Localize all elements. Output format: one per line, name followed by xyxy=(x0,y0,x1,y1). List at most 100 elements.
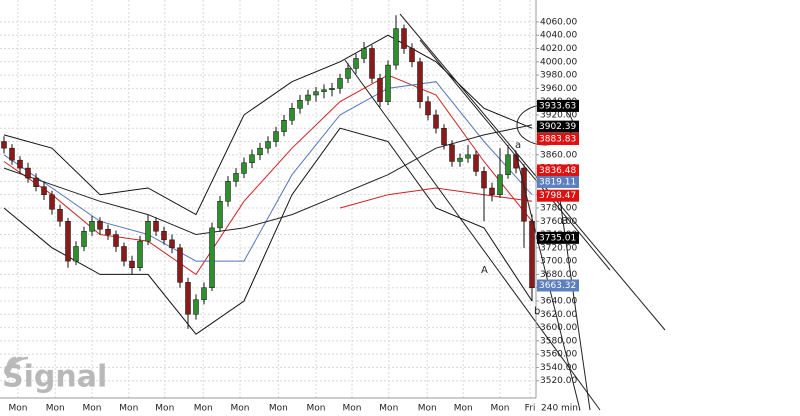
interval-label: 240 min. xyxy=(541,404,581,414)
price-label: 3663.32 xyxy=(539,281,576,291)
candle-body xyxy=(497,174,503,195)
candle-body xyxy=(217,201,223,229)
watermark: Signal xyxy=(2,360,107,395)
axis: 3520.00 3540.00 3560.00 3580.00 3600.00 3620.… xyxy=(9,17,579,414)
candle-body xyxy=(241,162,247,174)
candle-body xyxy=(481,171,487,189)
y-tick-label: 3640.00 xyxy=(540,296,577,306)
x-tick-label: Mon xyxy=(418,404,437,414)
candle-body xyxy=(145,221,151,242)
x-tick-label: Mon xyxy=(231,404,250,414)
candle-body xyxy=(377,78,383,102)
x-tick-label: Fri xyxy=(525,404,536,414)
price-box xyxy=(537,132,579,145)
y-tick-label: 4040.00 xyxy=(540,31,577,41)
candle-body xyxy=(449,144,455,162)
candle-body xyxy=(337,78,343,89)
candle-body xyxy=(49,194,55,210)
candle-body xyxy=(417,61,423,102)
candle-body xyxy=(233,173,239,182)
x-tick-label: Mon xyxy=(307,404,326,414)
candle-body xyxy=(57,209,63,222)
candle-body xyxy=(465,154,471,159)
y-tick-label: 3700.00 xyxy=(540,257,577,267)
price-box xyxy=(537,99,579,112)
y-tick-label: 3920.00 xyxy=(540,110,577,120)
candle-body xyxy=(473,154,479,172)
trend-line xyxy=(419,39,611,271)
candle-body xyxy=(361,48,367,59)
y-tick-label: 4000.00 xyxy=(540,57,577,67)
price-label: 3735.01 xyxy=(539,233,576,243)
candle-body xyxy=(265,141,271,149)
y-tick-label: 3580.00 xyxy=(540,336,577,346)
candle-body xyxy=(65,221,71,262)
x-tick-label: Mon xyxy=(83,404,102,414)
x-tick-label: Mon xyxy=(454,404,473,414)
candle-body xyxy=(321,89,327,92)
candle-body xyxy=(137,240,143,269)
candle-body xyxy=(81,230,87,247)
y-tick-label: 3720.00 xyxy=(540,243,577,253)
candle-body xyxy=(161,230,167,241)
x-tick-label: Mon xyxy=(269,404,288,414)
x-tick-label: Mon xyxy=(194,404,213,414)
logo-icon xyxy=(6,356,29,379)
price-box xyxy=(537,164,579,177)
x-tick-label: Mon xyxy=(9,404,28,414)
candle-body xyxy=(113,234,119,247)
candle-body xyxy=(401,28,407,49)
candle-body xyxy=(129,260,135,269)
candle-body xyxy=(345,68,351,79)
candle-body xyxy=(41,186,47,195)
x-tick-label: Mon xyxy=(119,404,138,414)
candle-body xyxy=(33,177,39,187)
candle-body xyxy=(425,101,431,116)
candle-body xyxy=(185,282,191,315)
price-box xyxy=(537,120,579,133)
candle-body xyxy=(369,48,375,79)
candle-body xyxy=(97,221,103,230)
indicator-line xyxy=(3,127,533,335)
price-box xyxy=(537,175,579,188)
annotation: A xyxy=(481,265,488,276)
candle-body xyxy=(297,100,303,109)
candle-body xyxy=(209,227,215,288)
candle-body xyxy=(457,157,463,162)
candle-body xyxy=(17,159,23,169)
candle-body xyxy=(121,246,127,262)
candle-body xyxy=(1,141,7,149)
price-box xyxy=(537,189,579,202)
candle-body xyxy=(289,108,295,121)
candle-body xyxy=(385,64,391,102)
candle-body xyxy=(409,48,415,63)
x-tick-label: Mon xyxy=(379,404,398,414)
x-tick-label: Mon xyxy=(46,404,65,414)
y-tick-label: 3680.00 xyxy=(540,270,577,280)
price-label: 3902.39 xyxy=(539,122,576,132)
logo: Signal xyxy=(2,356,107,395)
y-tick-label: 3860.00 xyxy=(540,150,577,160)
candle-body xyxy=(433,114,439,129)
candle-body xyxy=(193,299,199,315)
y-tick-label: 3960.00 xyxy=(540,84,577,94)
price-label: 3836.48 xyxy=(539,166,576,176)
y-tick-label: 3600.00 xyxy=(540,323,577,333)
candle-body xyxy=(257,147,263,156)
candle-body xyxy=(393,28,399,66)
candle-body xyxy=(201,287,207,300)
candle-body xyxy=(329,88,335,90)
x-tick-label: Mon xyxy=(155,404,174,414)
price-label: 3933.63 xyxy=(539,101,576,111)
candle-body xyxy=(313,91,319,96)
candles xyxy=(1,15,535,329)
y-tick-label: 3520.00 xyxy=(540,376,577,386)
candle-body xyxy=(89,221,95,232)
y-tick-label: 3760.00 xyxy=(540,217,577,227)
y-tick-label: 4020.00 xyxy=(540,44,577,54)
candle-body xyxy=(353,58,359,69)
price-box xyxy=(537,231,579,244)
candle-body xyxy=(25,167,31,179)
annotation: B xyxy=(561,216,568,227)
